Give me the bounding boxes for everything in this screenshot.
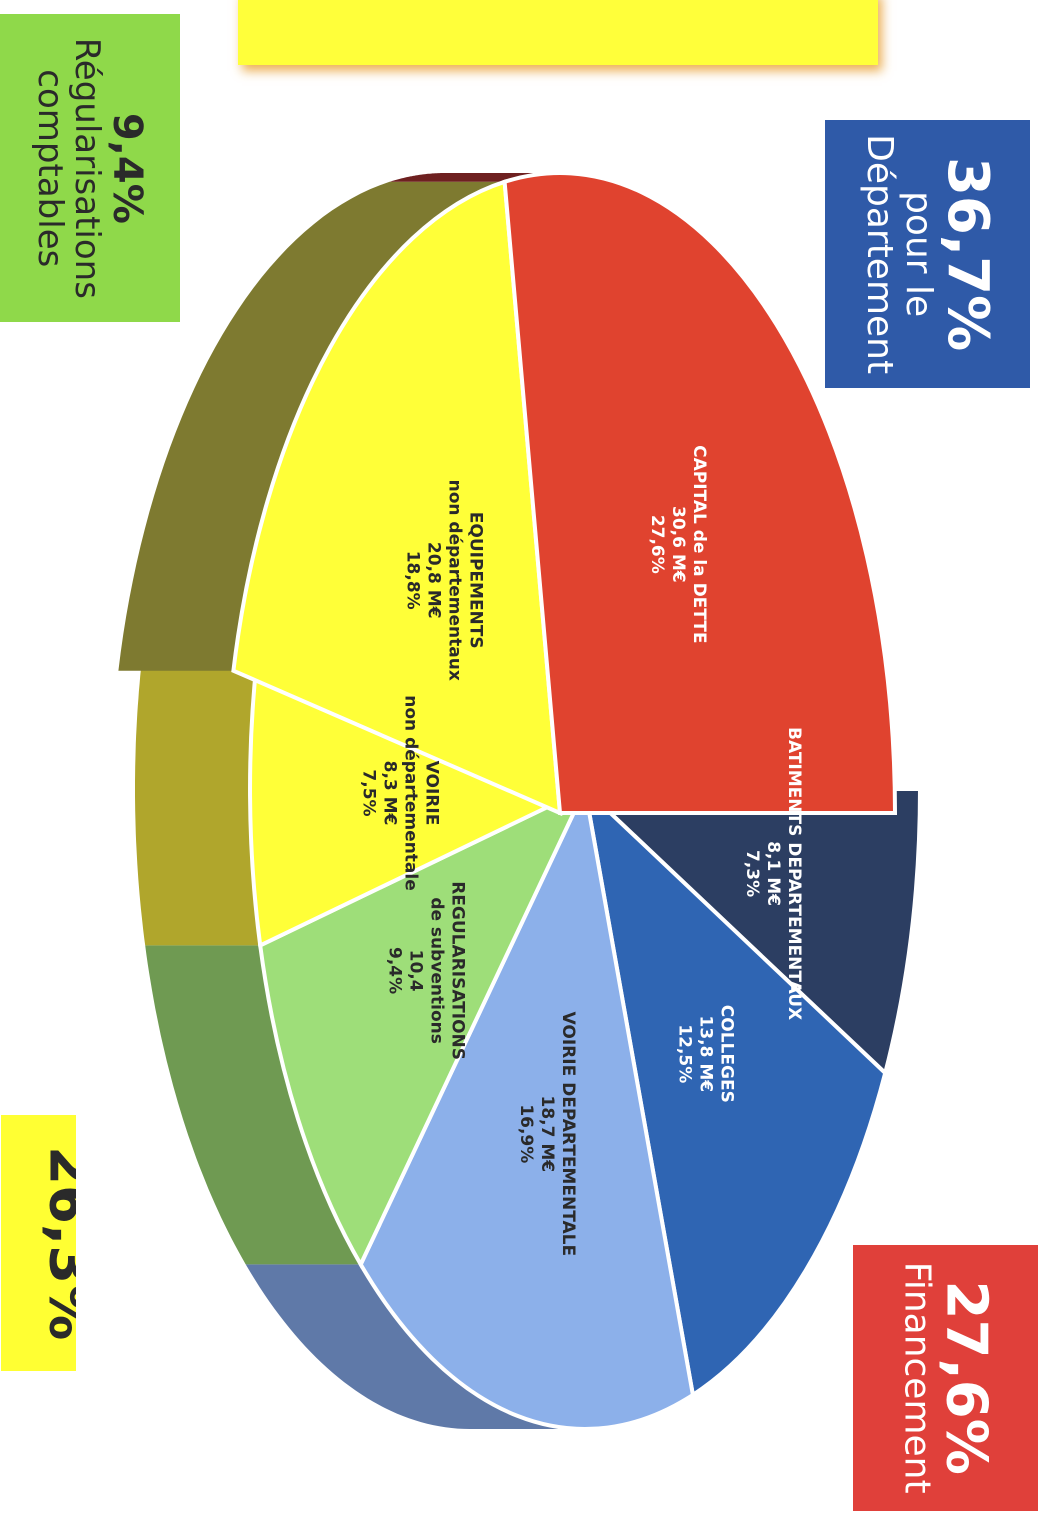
slice-label-line: de subventions	[427, 897, 447, 1044]
regularisations-group-box: 9,4% Régularisations comptables	[0, 14, 180, 322]
slice-label-line: COLLEGES	[716, 1005, 736, 1103]
slice-label-line: REGULARISATIONS	[448, 881, 468, 1060]
slice-label-line: 7,3%	[742, 850, 762, 897]
non-departemental-group-box: 26,3%	[1, 1115, 76, 1371]
slice-label-line: 30,6 M€	[668, 506, 688, 583]
slice-label-line: 7,5%	[358, 769, 378, 816]
slice-label-5: EQUIPEMENTSnon départementaux20,8 M€18,8…	[403, 480, 486, 681]
non-departemental-percent: 26,3%	[36, 1145, 76, 1341]
slice-label-line: 18,8%	[403, 551, 423, 610]
regularisations-percent: 9,4%	[104, 112, 151, 224]
departement-group-box: 36,7% pour le Département	[825, 120, 1030, 388]
financement-group-box: 27,6% Financement	[853, 1245, 1038, 1511]
slice-label-line: VOIRIE DEPARTEMENTALE	[558, 1012, 578, 1257]
slice-label-line: 20,8 M€	[424, 542, 444, 619]
slice-label-line: 10,4	[406, 950, 426, 992]
pie-slices	[231, 170, 923, 1431]
slice-label-3: REGULARISATIONSde subventions10,49,4%	[385, 881, 468, 1060]
financement-label: Financement	[895, 1262, 937, 1494]
top-banner	[238, 0, 878, 65]
slice-side-3	[145, 945, 361, 1265]
slice-label-line: non départementaux	[445, 480, 465, 681]
slice-label-0: BATIMENTS DEPARTEMENTAUX8,1 M€7,3%	[742, 727, 804, 1020]
regularisations-label-2: comptables	[30, 68, 71, 268]
pie-slice-5	[231, 179, 563, 817]
slice-label-line: 18,7 M€	[537, 1095, 557, 1172]
slice-label-line: BATIMENTS DEPARTEMENTAUX	[784, 727, 804, 1020]
departement-label-1: pour le	[897, 190, 939, 318]
slice-side-4	[135, 646, 261, 946]
slice-label-line: 8,1 M€	[763, 841, 783, 906]
departement-percent: 36,7%	[934, 156, 1000, 352]
slice-side-6	[389, 173, 560, 182]
slice-label-6: CAPITAL de la DETTE30,6 M€27,6%	[647, 445, 709, 643]
slice-side-2	[245, 1264, 585, 1429]
pie-slice-0	[579, 787, 923, 1077]
slice-label-4: VOIRIEnon départementale8,3 M€7,5%	[358, 695, 441, 890]
slice-label-line: 27,6%	[647, 515, 667, 574]
slice-label-line: non départementale	[400, 695, 420, 890]
slice-label-line: 16,9%	[516, 1104, 536, 1163]
departement-label-2: Département	[858, 134, 900, 374]
regularisations-label-1: Régularisations	[67, 37, 108, 299]
slice-label-line: VOIRIE	[421, 761, 441, 826]
pie-labels: BATIMENTS DEPARTEMENTAUX8,1 M€7,3%COLLEG…	[358, 445, 804, 1256]
financement-percent: 27,6%	[933, 1280, 999, 1476]
slice-side-5	[118, 181, 505, 671]
slice-label-line: EQUIPEMENTS	[466, 512, 486, 649]
slice-label-line: 13,8 M€	[695, 1015, 715, 1092]
pie-sides	[118, 173, 585, 1429]
slice-label-2: VOIRIE DEPARTEMENTALE18,7 M€16,9%	[516, 1012, 578, 1257]
slice-label-1: COLLEGES13,8 M€12,5%	[674, 1005, 736, 1103]
pie-slice-1	[581, 783, 888, 1399]
slice-label-line: 9,4%	[385, 947, 405, 994]
slice-label-line: 8,3 M€	[379, 761, 399, 826]
pie-slice-2	[358, 782, 696, 1431]
slice-label-line: 12,5%	[674, 1024, 694, 1083]
pie-slice-6	[502, 170, 898, 815]
slice-label-line: CAPITAL de la DETTE	[689, 445, 709, 643]
